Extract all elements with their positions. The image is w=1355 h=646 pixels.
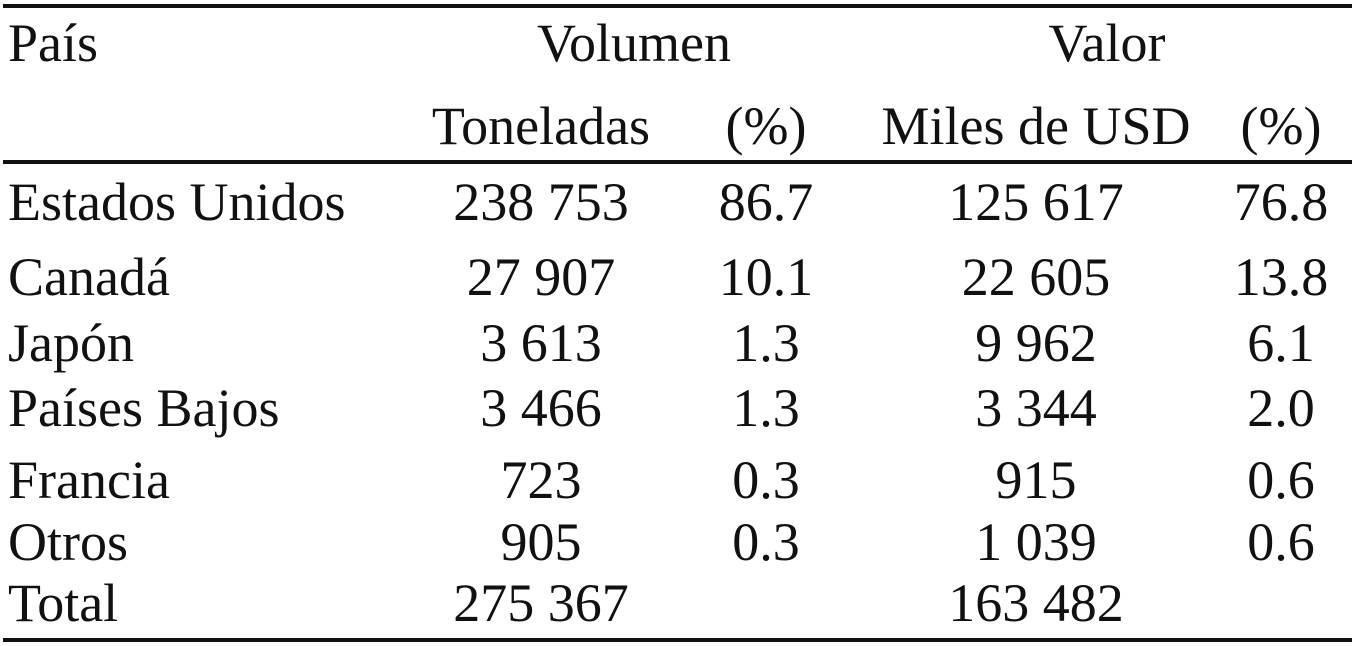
- total-tons: 275 367: [453, 573, 629, 633]
- row-country: Países Bajos: [8, 378, 280, 438]
- row-volume-pct: 86.7: [718, 172, 814, 232]
- row-value-pct: 6.1: [1247, 313, 1315, 373]
- row-volume-pct: 0.3: [732, 450, 800, 510]
- row-volume-pct: 1.3: [732, 313, 800, 373]
- row-volume-pct: 0.3: [732, 512, 800, 572]
- row-tons: 905: [500, 512, 582, 572]
- row-country: Otros: [8, 512, 128, 572]
- row-tons: 723: [500, 450, 582, 510]
- row-usd: 3 344: [975, 378, 1097, 438]
- row-value-pct: 13.8: [1233, 247, 1329, 307]
- top-rule: [3, 4, 1352, 8]
- row-country: Francia: [8, 450, 170, 510]
- row-country: Japón: [8, 313, 134, 373]
- header-volume-group: Volumen: [536, 13, 732, 73]
- total-label: Total: [8, 573, 119, 633]
- header-volume-pct: (%): [725, 96, 807, 156]
- row-tons: 27 907: [466, 247, 616, 307]
- header-rule: [3, 160, 1352, 164]
- bottom-rule: [3, 638, 1352, 642]
- row-usd: 1 039: [975, 512, 1097, 572]
- row-country: Canadá: [8, 247, 170, 307]
- header-country: País: [8, 13, 99, 73]
- row-tons: 3 466: [480, 378, 602, 438]
- row-volume-pct: 1.3: [732, 378, 800, 438]
- row-usd: 125 617: [948, 172, 1124, 232]
- row-volume-pct: 10.1: [718, 247, 814, 307]
- row-tons: 238 753: [453, 172, 629, 232]
- row-usd: 9 962: [975, 313, 1097, 373]
- total-usd: 163 482: [948, 573, 1124, 633]
- row-usd: 915: [995, 450, 1077, 510]
- row-value-pct: 0.6: [1247, 450, 1315, 510]
- row-usd: 22 605: [961, 247, 1111, 307]
- row-value-pct: 2.0: [1247, 378, 1315, 438]
- row-value-pct: 0.6: [1247, 512, 1315, 572]
- row-country: Estados Unidos: [8, 172, 346, 232]
- row-value-pct: 76.8: [1233, 172, 1329, 232]
- header-value-group: Valor: [1048, 13, 1166, 73]
- header-tons: Toneladas: [431, 96, 651, 156]
- row-tons: 3 613: [480, 313, 602, 373]
- header-value-pct: (%): [1240, 96, 1322, 156]
- header-usd: Miles de USD: [881, 96, 1191, 156]
